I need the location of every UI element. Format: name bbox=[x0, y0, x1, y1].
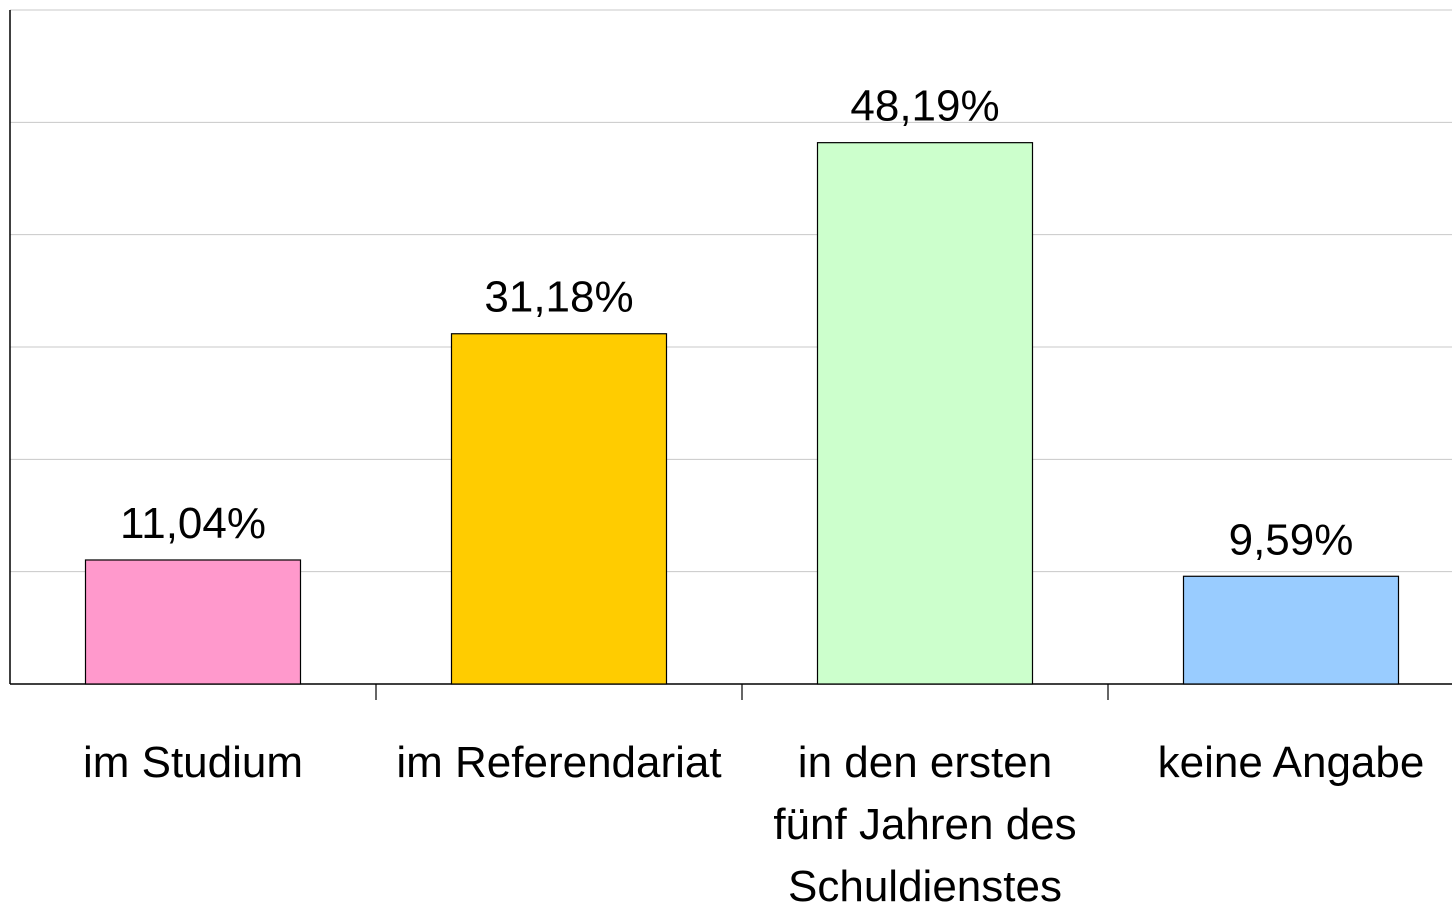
value-label: 9,59% bbox=[1229, 515, 1354, 564]
bar bbox=[450, 333, 668, 685]
value-label: 11,04% bbox=[120, 499, 266, 548]
x-tick-label: keine Angabe bbox=[1158, 738, 1425, 787]
x-tick-label: in den ersten fünf Jahren des Schuldienste… bbox=[773, 738, 1076, 907]
x-tick-label: im Studium bbox=[83, 738, 303, 787]
bar bbox=[816, 142, 1034, 685]
value-label: 48,19% bbox=[850, 82, 999, 131]
bar bbox=[1182, 575, 1400, 685]
value-label: 31,18% bbox=[484, 273, 633, 322]
x-tick-label: im Referendariat bbox=[396, 738, 721, 787]
bar bbox=[84, 559, 302, 685]
